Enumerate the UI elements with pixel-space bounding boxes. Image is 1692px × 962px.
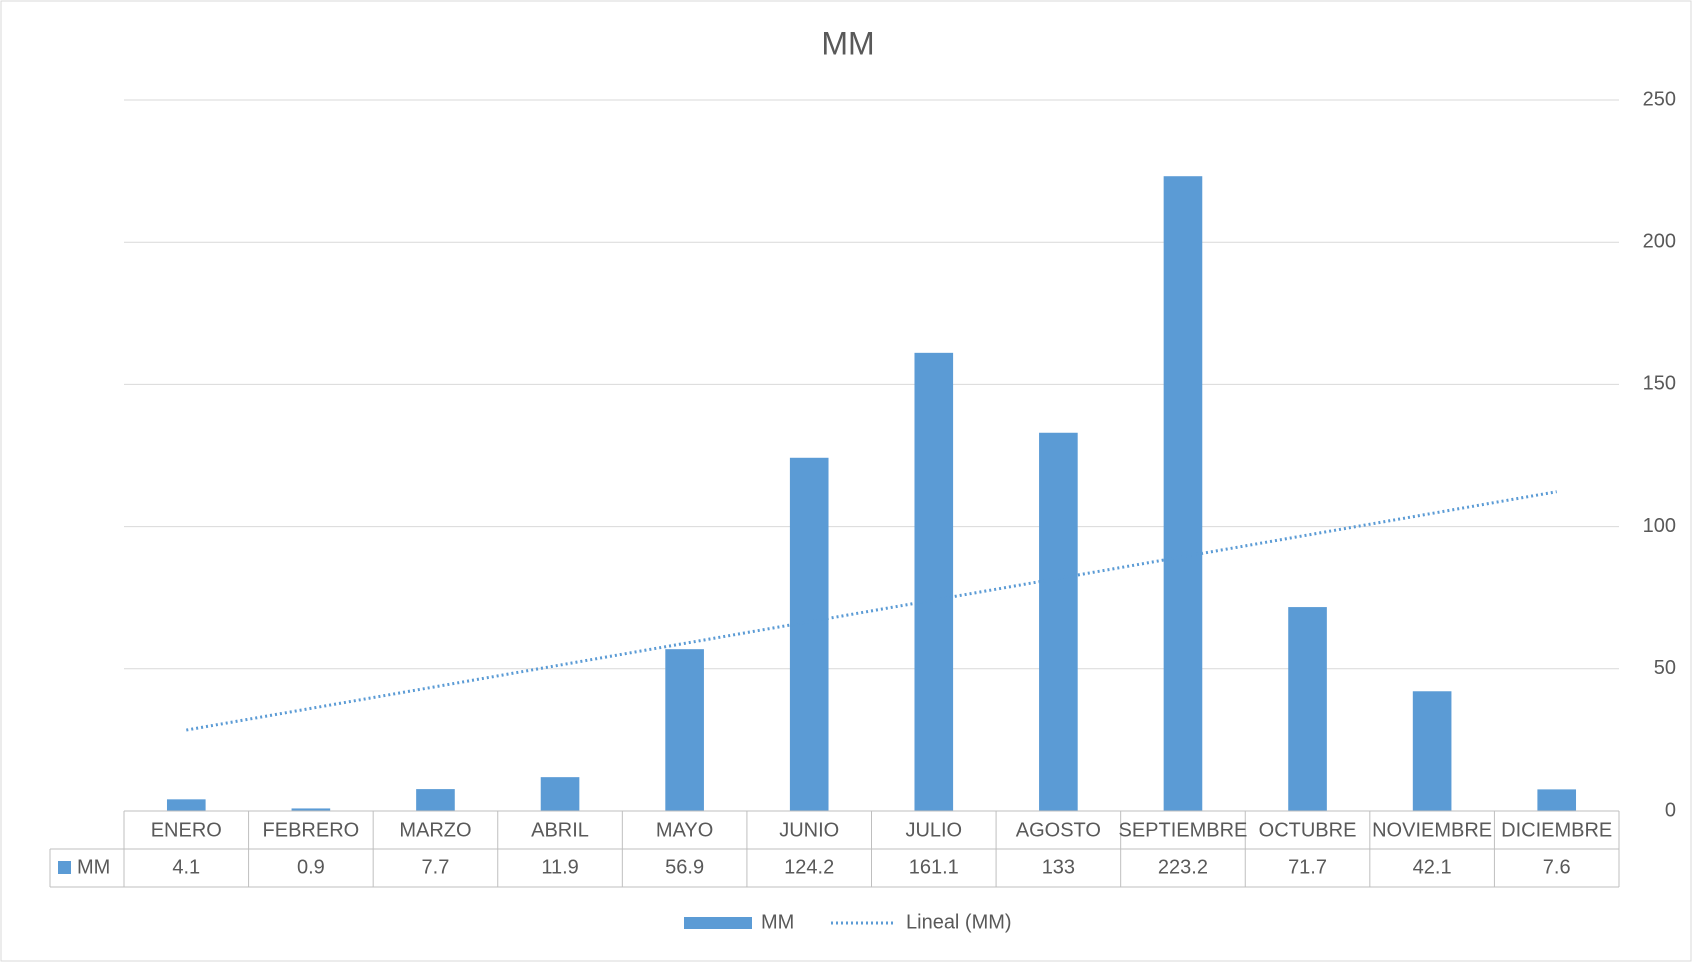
table-value: 11.9 bbox=[541, 856, 578, 878]
bar bbox=[1039, 432, 1078, 811]
table-value: 4.1 bbox=[172, 856, 200, 878]
bar bbox=[789, 457, 829, 811]
x-tick-label: SEPTIEMBRE bbox=[1118, 819, 1247, 841]
x-tick-label: AGOSTO bbox=[1016, 819, 1101, 841]
table-value: 7.7 bbox=[422, 856, 450, 878]
x-tick-label: OCTUBRE bbox=[1259, 819, 1357, 841]
bar bbox=[665, 649, 704, 811]
x-tick-label: JUNIO bbox=[779, 819, 839, 841]
bar bbox=[416, 789, 455, 811]
x-tick-label: ABRIL bbox=[531, 819, 589, 841]
table-value: 223.2 bbox=[1158, 856, 1208, 878]
bar bbox=[1412, 691, 1452, 811]
table-value: 133 bbox=[1042, 856, 1075, 878]
legend-label: MM bbox=[761, 911, 794, 933]
bar bbox=[1288, 607, 1327, 811]
bar bbox=[914, 352, 954, 811]
table-value: 42.1 bbox=[1413, 856, 1452, 878]
y-tick-label: 0 bbox=[1665, 799, 1676, 821]
x-tick-label: MARZO bbox=[399, 819, 471, 841]
x-tick-label: FEBRERO bbox=[263, 819, 360, 841]
bar bbox=[291, 808, 331, 811]
y-tick-label: 50 bbox=[1654, 657, 1676, 679]
trendline bbox=[186, 490, 1557, 732]
legend-key bbox=[684, 917, 752, 929]
x-tick-label: DICIEMBRE bbox=[1501, 819, 1612, 841]
bar bbox=[1537, 789, 1577, 811]
x-tick-label: MAYO bbox=[656, 819, 713, 841]
y-tick-label: 100 bbox=[1643, 515, 1676, 537]
table-legend-key bbox=[58, 861, 71, 874]
y-tick-label: 250 bbox=[1643, 88, 1676, 110]
bar bbox=[1163, 176, 1203, 812]
table-series-name: MM bbox=[77, 856, 110, 878]
y-tick-label: 200 bbox=[1643, 230, 1676, 252]
table-value: 161.1 bbox=[909, 856, 959, 878]
y-tick-label: 150 bbox=[1643, 373, 1676, 395]
table-value: 0.9 bbox=[297, 856, 325, 878]
x-tick-label: JULIO bbox=[905, 819, 962, 841]
x-tick-label: NOVIEMBRE bbox=[1372, 819, 1492, 841]
bar bbox=[540, 777, 580, 811]
bar bbox=[166, 799, 206, 811]
x-tick-label: ENERO bbox=[151, 819, 222, 841]
table-value: 7.6 bbox=[1543, 856, 1571, 878]
legend-label: Lineal (MM) bbox=[906, 911, 1012, 933]
chart-title: MM bbox=[821, 25, 874, 61]
table-value: 71.7 bbox=[1288, 856, 1327, 878]
table-value: 124.2 bbox=[784, 856, 834, 878]
table-value: 56.9 bbox=[665, 856, 704, 878]
